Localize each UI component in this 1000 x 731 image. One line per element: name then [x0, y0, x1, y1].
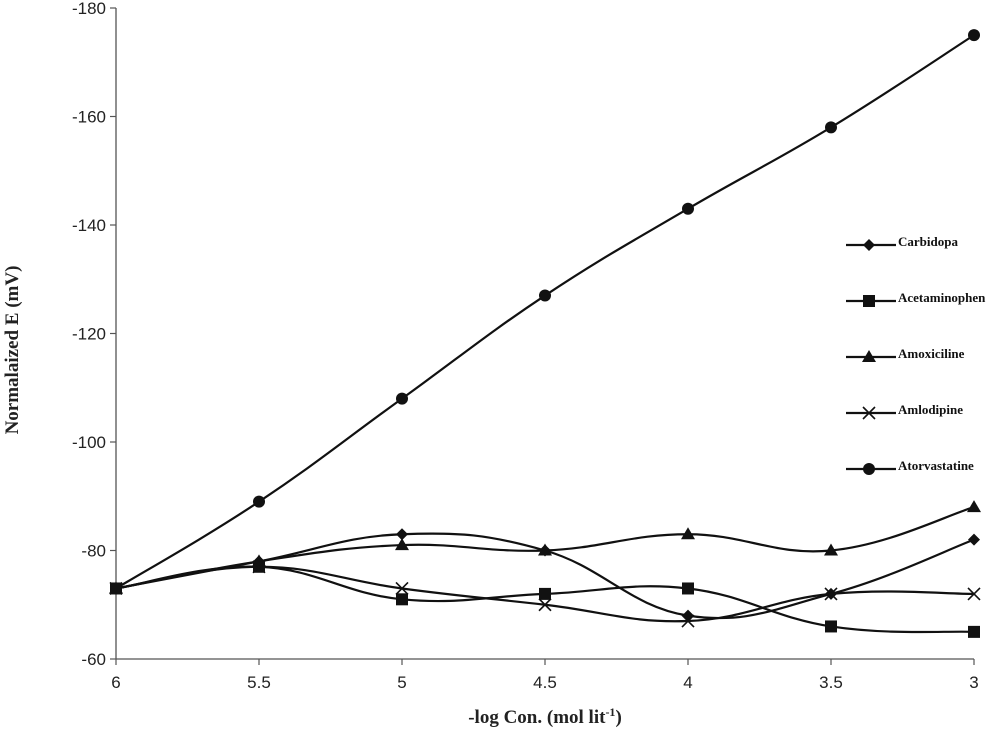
legend-marker-carbidopa — [863, 239, 875, 251]
legend-item-acetaminophen: Acetaminophen — [846, 290, 986, 307]
data-point-amoxiciline — [538, 543, 552, 556]
x-tick-label: 3.5 — [819, 673, 843, 692]
y-tick-label: -160 — [72, 108, 106, 127]
y-tick-label: -140 — [72, 216, 106, 235]
legend-label: Atorvastatine — [898, 458, 974, 473]
data-point-acetaminophen — [682, 582, 694, 595]
legend-marker-acetaminophen — [863, 295, 875, 307]
y-tick-label: -80 — [81, 542, 106, 561]
x-tick-label: 6 — [111, 673, 120, 692]
data-point-amoxiciline — [824, 543, 838, 556]
data-point-atorvastatine — [396, 392, 408, 405]
x-tick-label: 3 — [969, 673, 978, 692]
data-point-amlodipine — [681, 614, 695, 628]
legend-marker-atorvastatine — [863, 463, 875, 475]
legend-marker-amlodipine — [862, 406, 876, 420]
x-tick-label: 5 — [397, 673, 406, 692]
data-point-acetaminophen — [968, 625, 980, 638]
x-axis-title-main: -log Con. (mol lit — [468, 707, 606, 728]
legend-item-amoxiciline: Amoxiciline — [846, 346, 965, 362]
legend-item-atorvastatine: Atorvastatine — [846, 458, 974, 475]
plot-area: -60 -80 -100 -120 -140 -160 -180 6 5.5 5 4.5 4 3.5 3 — [72, 0, 981, 692]
legend-marker-amoxiciline — [862, 350, 876, 362]
x-axis-title-close: ) — [615, 707, 621, 728]
x-tick-label: 4 — [683, 673, 692, 692]
x-axis-ticks: 6 5.5 5 4.5 4 3.5 3 — [111, 659, 979, 692]
data-point-amoxiciline — [967, 500, 981, 513]
data-point-atorvastatine — [968, 29, 980, 42]
legend: Carbidopa Acetaminophen Amoxiciline Amlodip… — [846, 234, 986, 475]
data-point-atorvastatine — [682, 202, 694, 215]
data-point-atorvastatine — [825, 121, 837, 134]
data-point-carbidopa — [396, 528, 408, 541]
x-axis-title-superscript: -1 — [605, 705, 615, 719]
data-point-acetaminophen — [396, 593, 408, 606]
x-tick-label: 5.5 — [247, 673, 271, 692]
y-axis-title: Normalaized E (mV) — [2, 266, 23, 435]
data-point-amoxiciline — [681, 527, 695, 540]
y-tick-label: -100 — [72, 433, 106, 452]
legend-label: Carbidopa — [898, 234, 958, 249]
data-point-amlodipine — [538, 598, 552, 612]
data-point-amlodipine — [252, 560, 266, 574]
series-lines — [115, 34, 975, 634]
legend-label: Amlodipine — [898, 402, 963, 417]
series-markers — [109, 29, 981, 638]
data-point-amlodipine — [824, 587, 838, 601]
legend-item-amlodipine: Amlodipine — [846, 402, 963, 420]
data-point-atorvastatine — [110, 582, 122, 595]
legend-item-carbidopa: Carbidopa — [846, 234, 958, 251]
x-tick-label: 4.5 — [533, 673, 557, 692]
data-point-atorvastatine — [253, 495, 265, 508]
data-point-carbidopa — [968, 533, 980, 546]
legend-label: Acetaminophen — [898, 290, 986, 305]
data-point-amoxiciline — [395, 538, 409, 551]
legend-label: Amoxiciline — [898, 346, 965, 361]
y-tick-label: -180 — [72, 0, 106, 18]
data-point-acetaminophen — [539, 587, 551, 600]
y-tick-label: -60 — [81, 650, 106, 669]
y-tick-label: -120 — [72, 325, 106, 344]
data-point-acetaminophen — [825, 620, 837, 633]
series-line-atorvastatine — [115, 34, 975, 590]
y-axis-ticks: -60 -80 -100 -120 -140 -160 -180 — [72, 0, 116, 669]
data-point-atorvastatine — [539, 289, 551, 302]
x-axis-title: -log Con. (mol lit-1) — [468, 705, 622, 728]
data-point-amlodipine — [967, 587, 981, 601]
data-point-amlodipine — [395, 581, 409, 596]
